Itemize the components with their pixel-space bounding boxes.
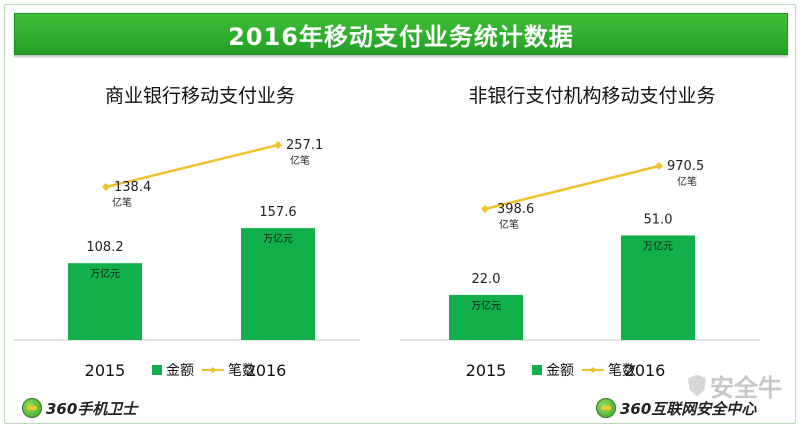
legend-swatch-amount [532,365,542,375]
legend-label-amount: 金额 [546,363,574,379]
legend-marker-count [210,367,216,373]
chart-title: 非银行支付机构移动支付业务 [468,85,715,107]
logo-360-icon [596,398,616,418]
bar-amount-2015 [449,294,523,340]
count-point-2015 [102,183,110,191]
count-value-label: 398.6 [497,202,534,217]
watermark-text: 安全牛 [710,374,782,402]
bar-unit-label: 万亿元 [90,267,120,280]
count-point-2016 [655,162,663,170]
page-title: 2016年移动支付业务统计数据 [14,13,788,55]
bar-value-label: 22.0 [472,272,501,287]
chart-title: 商业银行移动支付业务 [105,85,295,107]
shield-icon [688,374,706,397]
watermark: 安全牛 [688,368,782,403]
x-tick-label: 2015 [466,361,507,380]
logo-right-text: 360互联网安全中心 [620,399,757,418]
count-unit-label: 亿笔 [499,218,519,231]
legend-label-count: 笔数 [608,363,636,379]
logo-left-text: 360手机卫士 [46,399,138,418]
slide-frame [4,4,796,424]
bar-amount-2016 [621,235,695,340]
legend-label-amount: 金额 [166,363,194,379]
bar-amount-2015 [68,263,142,340]
count-unit-label: 亿笔 [112,196,132,209]
count-line [105,143,279,189]
count-unit-label: 亿笔 [290,154,310,167]
count-value-label: 138.4 [114,180,151,195]
x-tick-label: 2016 [246,361,287,380]
x-tick-label: 2015 [85,361,126,380]
legend-marker-count [590,367,596,373]
count-line [484,164,660,211]
logo-360-icon [22,398,42,418]
bar-unit-label: 万亿元 [643,239,673,252]
bar-value-label: 157.6 [259,205,296,220]
count-point-2015 [481,205,489,213]
count-unit-label: 亿笔 [677,175,697,188]
legend-label-count: 笔数 [228,363,256,379]
bar-value-label: 108.2 [86,240,123,255]
count-value-label: 970.5 [667,159,704,174]
bar-unit-label: 万亿元 [263,232,293,245]
x-tick-label: 2016 [625,361,666,380]
bar-unit-label: 万亿元 [471,299,501,312]
logo-360-security-center: 360互联网安全中心 [596,397,756,419]
logo-360-mobile-guard: 360手机卫士 [22,397,137,419]
count-point-2016 [274,141,282,149]
legend-swatch-amount [152,365,162,375]
bar-value-label: 51.0 [644,212,673,227]
count-value-label: 257.1 [286,138,323,153]
bar-amount-2016 [241,228,315,340]
